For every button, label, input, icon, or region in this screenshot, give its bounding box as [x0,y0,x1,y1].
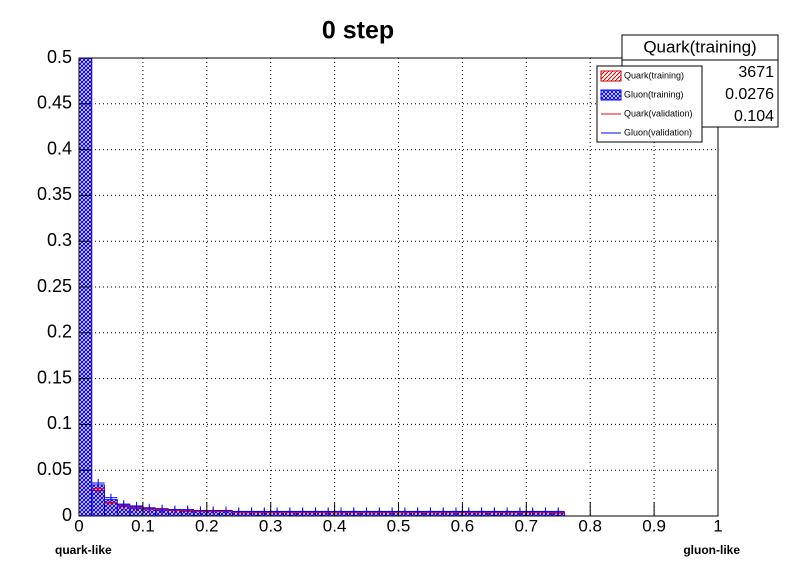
validation-bin [551,507,565,516]
validation-bin [194,506,207,515]
validation-bin [449,507,463,516]
stats-value: 0.0276 [725,86,774,103]
legend-label: Gluon(validation) [624,127,692,137]
x-tick-label: 0 [74,516,83,535]
validation-bin [424,507,437,516]
y-tick-label: 0.05 [37,459,72,479]
validation-bin [513,507,527,516]
validation-bin [411,507,425,516]
y-tick-label: 0 [62,505,72,525]
stats-title: Quark(training) [643,37,756,56]
validation-bin [270,507,284,516]
x-tick-label: 0.8 [578,516,602,535]
legend: Quark(training) Gluon(training) Quark(vali… [596,65,703,143]
validation-bin [245,507,258,516]
x-label-left: quark-like [55,543,112,557]
validation-bin [360,507,373,516]
validation-bin [168,505,182,514]
stats-value: 0.104 [734,108,774,125]
y-tick-label: 0.15 [37,367,72,387]
validation-bin [385,507,399,516]
validation-bin [500,507,514,516]
validation-bin [232,507,246,516]
validation-bin [321,507,335,516]
y-tick-label: 0.1 [47,413,72,433]
y-tick-label: 0.2 [47,322,72,342]
bar [79,58,93,516]
legend-label: Gluon(training) [624,89,684,99]
validation-bin [155,504,169,513]
validation-bin [347,507,361,516]
validation-bin [334,507,348,516]
validation-bin [372,507,386,516]
x-tick-label: 0.1 [131,516,155,535]
validation-bin [206,506,220,515]
validation-bin [117,500,131,509]
validation-bin [309,507,322,516]
validation-bin [130,501,143,510]
x-tick-label: 0.3 [259,516,283,535]
y-tick-label: 0.4 [47,138,72,158]
validation-bin [283,507,297,516]
legend-label: Quark(training) [624,70,684,80]
validation-bin [526,507,540,516]
x-tick-label: 0.6 [451,516,475,535]
validation-bin [91,479,105,488]
legend-swatch [600,89,622,101]
validation-bin [475,507,488,516]
stats-value: 3671 [738,64,774,81]
x-tick-label: 0.5 [387,516,411,535]
x-tick-label: 0.9 [642,516,666,535]
validation-bin [296,507,310,516]
y-tick-label: 0.45 [37,93,72,113]
validation-bin [436,507,450,516]
validation-bin [539,507,552,516]
validation-bin [257,507,271,516]
legend-label: Quark(validation) [624,108,693,118]
plot-area [79,58,566,516]
validation-bin [462,507,476,516]
validation-bin [104,493,118,502]
x-tick-label: 0.2 [195,516,219,535]
validation-bin [487,507,501,516]
y-tick-label: 0.3 [47,230,72,250]
x-label-right: gluon-like [683,543,740,557]
y-tick-label: 0.5 [47,47,72,67]
validation-bin [398,507,412,516]
validation-bin [219,506,233,515]
validation-bin [181,505,195,514]
x-tick-label: 0.7 [514,516,538,535]
legend-swatch [600,70,622,82]
y-tick-label: 0.35 [37,184,72,204]
validation-bin [142,503,156,512]
chart-title: 0 step [322,17,394,45]
y-tick-label: 0.25 [37,276,72,296]
x-tick-label: 1 [713,516,722,535]
x-tick-label: 0.4 [323,516,347,535]
axes: 0 0.05 0.1 0.15 0.2 0.25 0.3 0.35 0.4 0.45 0.5 0 0.1… [37,47,723,536]
